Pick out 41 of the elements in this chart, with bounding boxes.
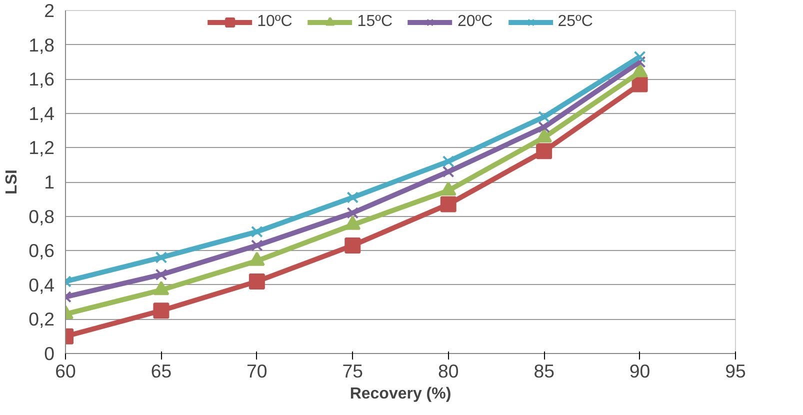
point	[536, 143, 552, 160]
y-tick-label: 0	[44, 343, 55, 364]
legend-label: 10ºC	[257, 13, 292, 31]
point	[155, 252, 168, 264]
point	[346, 191, 359, 204]
y-tick-label: 1	[44, 172, 55, 192]
point	[538, 110, 550, 123]
x-tick-label: 90	[629, 360, 650, 382]
y-tick-label: 2	[44, 0, 55, 21]
point	[344, 237, 361, 254]
x-tick-label: 70	[246, 360, 268, 382]
point	[155, 268, 168, 281]
x-tick-label: 85	[534, 360, 554, 382]
point	[440, 196, 456, 212]
y-tick-label: 0,4	[28, 274, 55, 296]
y-tick-label: 1,2	[28, 137, 55, 158]
legend-label: 25ºC	[558, 13, 593, 31]
y-tick-label: 1,6	[28, 68, 55, 90]
y-tick-label: 0,2	[28, 308, 55, 330]
x-tick-label: 95	[725, 360, 746, 382]
point	[250, 240, 263, 252]
point	[248, 273, 265, 290]
legend-label: 20ºC	[458, 13, 493, 31]
point	[346, 206, 359, 219]
point	[634, 50, 646, 63]
point	[250, 226, 263, 238]
y-tick-label: 1,4	[28, 102, 55, 124]
point	[153, 302, 170, 319]
x-tick-label: 60	[55, 360, 76, 382]
y-tick-label: 0,6	[28, 240, 55, 262]
point	[442, 166, 454, 178]
y-axis-title: LSI	[4, 170, 21, 194]
x-tick-label: 75	[342, 360, 364, 382]
y-tick-label: 0,8	[28, 206, 55, 227]
point	[442, 155, 454, 168]
point	[538, 121, 550, 134]
y-tick-label: 1,8	[28, 34, 55, 56]
x-tick-label: 65	[150, 360, 172, 382]
x-tick-label: 80	[438, 360, 459, 382]
legend-label: 15ºC	[357, 13, 392, 31]
x-axis-title: Recovery (%)	[350, 386, 452, 402]
